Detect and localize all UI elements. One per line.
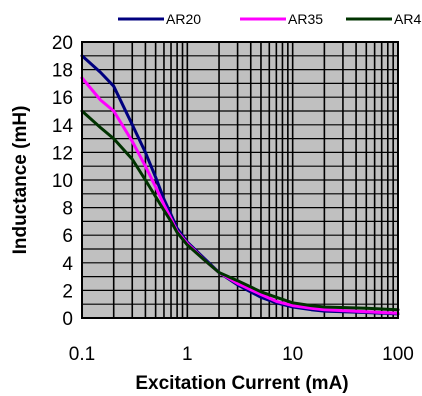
- x-axis-title: Excitation Current (mA): [135, 373, 348, 394]
- x-tick-label: 10: [282, 344, 303, 365]
- x-tick-label: 100: [382, 344, 414, 365]
- series-line-ar45: [80, 109, 400, 312]
- x-tick-label: 0.1: [69, 344, 95, 365]
- legend-label-ar35: AR35: [288, 11, 323, 27]
- y-tick-label: 6: [62, 226, 73, 247]
- legend-label-ar45: AR45: [394, 11, 422, 27]
- y-tick-label: 8: [62, 199, 73, 220]
- legend-label-ar20: AR20: [166, 11, 201, 27]
- y-tick-label: 0: [62, 309, 73, 330]
- y-tick-label: 2: [62, 281, 73, 302]
- y-tick-label: 10: [52, 171, 73, 192]
- y-axis-title: Inductance (mH): [10, 106, 31, 255]
- y-tick-label: 4: [62, 254, 73, 275]
- y-tick-label: 20: [52, 33, 73, 54]
- y-tick-label: 16: [52, 88, 73, 109]
- y-tick-label: 18: [52, 61, 73, 82]
- y-tick-label: 14: [52, 116, 74, 137]
- x-tick-label: 1: [182, 344, 193, 365]
- y-tick-label: 12: [52, 143, 73, 164]
- plot-frame: [81, 41, 399, 319]
